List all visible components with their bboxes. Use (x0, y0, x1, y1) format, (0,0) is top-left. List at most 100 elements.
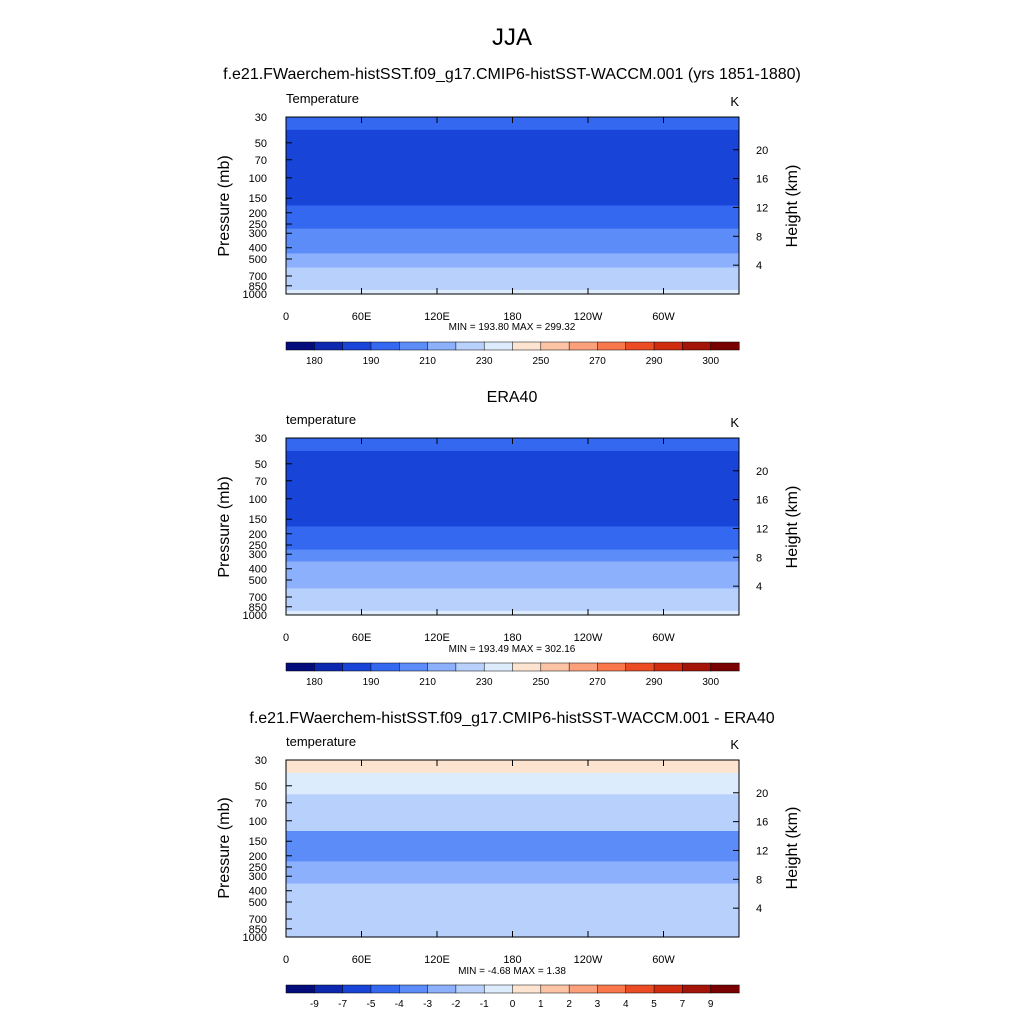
contour-band (286, 280, 739, 291)
y-tick-label: 150 (249, 514, 267, 526)
colorbar-swatch (399, 341, 429, 351)
colorbar-swatch (342, 984, 372, 994)
panel-3-units: K (730, 737, 739, 752)
colorbar-label: 290 (646, 356, 663, 367)
y-tick-label: 700 (249, 914, 267, 926)
y-tick-label: 500 (249, 254, 267, 266)
y-tick-label: 850 (249, 924, 267, 936)
y-tick-label: 50 (255, 459, 267, 471)
y-tick-label: 1000 (243, 932, 267, 944)
y-tick-label: 850 (249, 602, 267, 614)
colorbar-swatch (427, 984, 457, 994)
x-tick-label: 180 (503, 311, 521, 323)
colorbar-swatch (653, 662, 683, 672)
panel-2-variable: temperature (286, 412, 356, 427)
x-tick-label: 60E (352, 311, 372, 323)
colorbar-label: 250 (532, 356, 549, 367)
panel-2-colorbar: 180 190 210 230 250 270 290 300 (285, 662, 740, 688)
y-tick-label: 300 (249, 228, 267, 240)
y-tick-label: 70 (255, 798, 267, 810)
contour-band (286, 253, 739, 269)
contour-band (286, 205, 739, 219)
colorbar-swatch (314, 341, 344, 351)
x-tick-label: 120W (574, 632, 603, 644)
y-tick-label: 150 (249, 836, 267, 848)
colorbar-swatch (568, 662, 598, 672)
y-right-tick-label: 4 (756, 581, 762, 593)
y-right-tick-label: 12 (756, 202, 768, 214)
panel-3-variable: temperature (286, 734, 356, 749)
colorbar-swatch (682, 984, 712, 994)
colorbar-label: 0 (510, 999, 516, 1010)
y-right-tick-label: 20 (756, 788, 768, 800)
figure-title: JJA (492, 24, 532, 51)
x-tick-label: 60W (652, 311, 675, 323)
colorbar-swatch (399, 984, 429, 994)
panel-1-title: f.e21.FWaerchem-histSST.f09_g17.CMIP6-hi… (223, 66, 801, 83)
colorbar-label: -1 (480, 999, 489, 1010)
colorbar-label: 300 (702, 677, 719, 688)
contour-band (286, 896, 739, 912)
colorbar-label: 230 (476, 356, 493, 367)
y-tick-label: 70 (255, 476, 267, 488)
contour-band (286, 574, 739, 590)
contour-band (286, 526, 739, 540)
contour-band (286, 588, 739, 603)
x-tick-label: 120W (574, 954, 603, 966)
y-tick-label: 200 (249, 851, 267, 863)
contour-band (286, 910, 739, 925)
contour-band (286, 188, 739, 207)
y-right-tick-label: 12 (756, 845, 768, 857)
contour-band (286, 129, 739, 152)
contour-band (286, 811, 739, 832)
colorbar-swatch (540, 984, 570, 994)
y-tick-label: 850 (249, 281, 267, 293)
panel-3-stats: MIN = -4.68 MAX = 1.38 (458, 966, 566, 977)
y-right-tick-label: 16 (756, 817, 768, 829)
panel-1: f.e21.FWaerchem-histSST.f09_g17.CMIP6-hi… (216, 66, 801, 367)
x-tick-label: 0 (283, 311, 289, 323)
colorbar-label: 5 (651, 999, 657, 1010)
colorbar-swatch (399, 662, 429, 672)
contour-band (286, 601, 739, 612)
y-tick-label: 250 (249, 219, 267, 231)
colorbar-label: 270 (589, 677, 606, 688)
panel-1-units: K (730, 94, 739, 109)
contour-band (286, 218, 739, 230)
contour-band (286, 240, 739, 254)
colorbar-swatch (568, 984, 598, 994)
y-right-tick-label: 12 (756, 523, 768, 535)
contour-band (286, 848, 739, 862)
colorbar-label: -7 (338, 999, 347, 1010)
colorbar-swatch (483, 341, 514, 351)
contour-band (286, 151, 739, 170)
colorbar-label: 180 (306, 677, 323, 688)
contour-band (286, 438, 739, 452)
colorbar-swatch (710, 662, 740, 672)
x-tick-label: 60E (352, 632, 372, 644)
colorbar-swatch (682, 341, 712, 351)
contour-band (286, 871, 739, 885)
colorbar-label: 3 (595, 999, 601, 1010)
contour-band (286, 923, 739, 934)
colorbar-swatch (653, 341, 683, 351)
panel-1-ylabel-right: Height (km) (784, 165, 801, 248)
y-tick-label: 500 (249, 897, 267, 909)
panel-2-ylabel-right: Height (km) (784, 486, 801, 569)
colorbar-label: 300 (702, 356, 719, 367)
y-tick-label: 400 (249, 564, 267, 576)
colorbar-label: 2 (566, 999, 572, 1010)
colorbar-label: 9 (708, 999, 714, 1010)
x-tick-label: 180 (503, 632, 521, 644)
colorbar-swatch (540, 662, 570, 672)
colorbar-swatch (342, 662, 372, 672)
contour-band (286, 883, 739, 897)
y-tick-label: 100 (249, 494, 267, 506)
panel-2-title: ERA40 (487, 389, 538, 406)
colorbar-label: 210 (419, 356, 436, 367)
y-tick-label: 250 (249, 862, 267, 874)
y-tick-label: 1000 (243, 610, 267, 622)
y-tick-label: 100 (249, 816, 267, 828)
y-tick-label: 30 (255, 112, 267, 124)
